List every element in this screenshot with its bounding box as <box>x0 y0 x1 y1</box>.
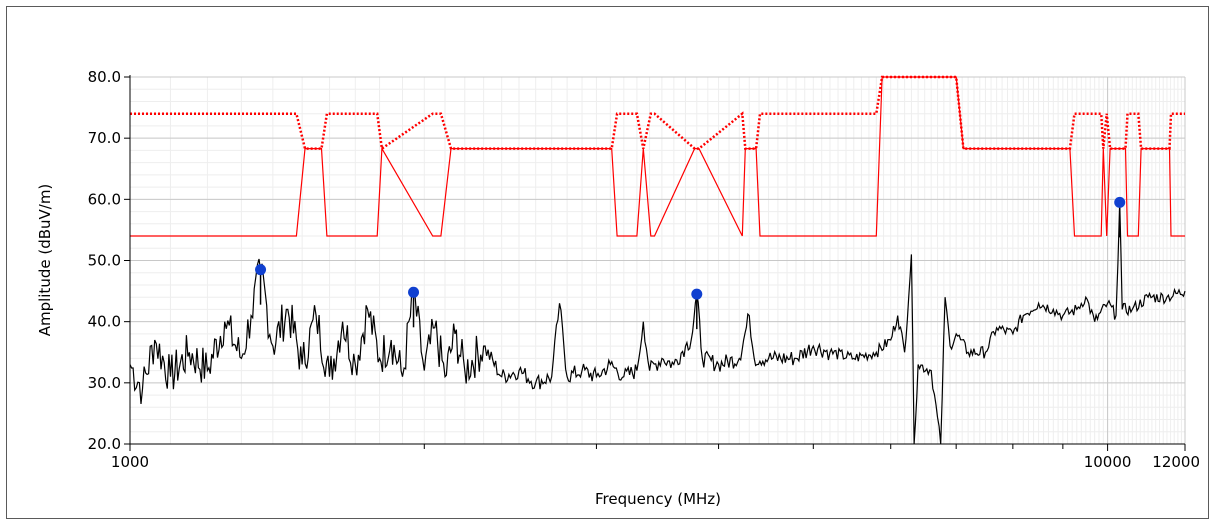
grid <box>129 76 1186 445</box>
chart-frame <box>6 6 1209 519</box>
y-tick-label: 40.0 <box>88 313 121 331</box>
x-tick-label: 10000 <box>1084 453 1132 471</box>
y-tick-label: 70.0 <box>88 129 121 147</box>
average-limit-line <box>130 76 1185 237</box>
x-tick-label: 1000 <box>111 453 149 471</box>
y-axis-title: Amplitude (dBuV/m) <box>36 184 54 337</box>
y-tick-label: 30.0 <box>88 374 121 392</box>
peak-marker <box>691 288 703 300</box>
x-tick-label: 12000 <box>1152 453 1200 471</box>
y-tick-label: 50.0 <box>88 252 121 270</box>
y-tick-label: 60.0 <box>88 190 121 208</box>
trace-line <box>129 202 1186 445</box>
axes: 20.0 30.0 40.0 50.0 60.0 70.0 80.0 1000 10000 120… <box>88 68 1200 471</box>
limit-lines <box>130 75 1185 237</box>
y-tick-label: 80.0 <box>88 68 121 86</box>
x-axis-title: Frequency (MHz) <box>595 490 721 508</box>
peak-markers <box>255 196 1126 330</box>
peak-marker <box>255 264 267 276</box>
measurement-trace <box>129 202 1186 445</box>
peak-marker <box>1114 196 1126 208</box>
peak-marker <box>408 286 420 298</box>
y-tick-label: 20.0 <box>88 435 121 453</box>
